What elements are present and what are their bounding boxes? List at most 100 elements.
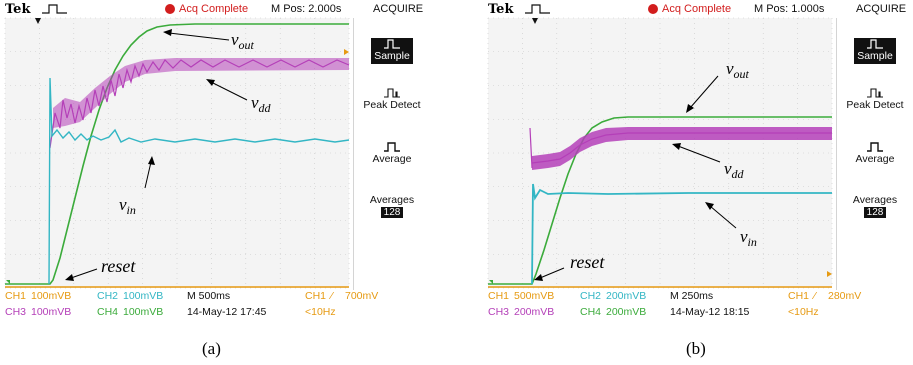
acq-status: Acq Complete [179,3,249,15]
trigger-level-marker [827,271,832,277]
ch1-scale: 500mVB [514,290,555,302]
acquire-menu: Sample Peak Detect Average Averages 128 [353,18,430,290]
trigger-source: CH1 [305,290,327,302]
peak-detect-icon [867,88,883,98]
vin-label: vin [119,195,136,217]
horizontal-position: M Pos: 1.000s [754,3,825,15]
ch4-label: CH4 [97,306,119,318]
ch4-marker [6,280,10,284]
reset-arrowhead [65,274,74,281]
trigger-type-icon [42,4,67,14]
vdd-arrowhead [206,79,215,86]
menu-sample-box: Sample [854,38,896,64]
datetime: 14-May-12 17:45 [187,306,267,318]
vdd-arrowhead [672,143,681,150]
menu-average-button[interactable]: Average [837,142,913,165]
menu-sample-label: Sample [857,50,893,62]
vout-arrowhead [686,104,694,113]
vdd-label: vdd [724,159,745,181]
readout-line-1: CH1 500mVB CH2 200mVB M 250ms CH1 ⁄ 280m… [488,290,912,305]
trigger-position-marker [532,18,538,24]
readout-line-2: CH3 100mVB CH4 100mVB 14-May-12 17:45 <1… [5,306,429,321]
menu-average-label: Average [855,153,895,165]
menu-averages-button[interactable]: Averages 128 [837,194,913,218]
reset-arrow [539,267,565,279]
menu-peak-detect-label: Peak Detect [846,99,904,111]
ch3-scale: 200mVB [514,306,555,318]
ch2-scale: 100mVB [123,290,164,302]
vin-arrow [144,161,152,189]
reset-arrowhead [534,274,543,281]
menu-averages-label: Averages [852,194,898,206]
horizontal-position: M Pos: 2.000s [271,3,342,15]
ch1-scale: 100mVB [31,290,72,302]
ch2-label: CH2 [97,290,119,302]
acq-status-indicator [648,4,658,14]
peak-detect-icon [384,88,400,98]
menu-peak-detect-label: Peak Detect [363,99,421,111]
trigger-type-icon [525,4,550,14]
averages-count: 128 [863,207,887,218]
caption-b: (b) [686,339,706,358]
vdd-arrow [210,81,248,101]
acquire-menu: Sample Peak Detect Average Averages 128 [836,18,913,290]
menu-averages-button[interactable]: Averages 128 [354,194,430,218]
menu-averages-label: Averages [369,194,415,206]
vout-label: vout [231,30,255,52]
ch2-vin-trace [48,77,350,285]
brand-logo: Tek [5,2,31,17]
trigger-frequency: <10Hz [788,306,819,318]
vdd-label: vdd [251,93,272,115]
vin-arrowhead [705,202,714,210]
menu-peak-detect-button[interactable]: Peak Detect [837,88,913,111]
vdd-arrow [677,145,721,163]
menu-sample-box: Sample [371,38,413,64]
oscilloscope-screenshot-a: Tek Acq Complete M Pos: 2.000s ACQUIRE v… [1,0,429,333]
trigger-frequency: <10Hz [305,306,336,318]
ch3-label: CH3 [488,306,510,318]
menu-average-label: Average [372,153,412,165]
trigger-level: 700mV [345,290,379,302]
menu-average-button[interactable]: Average [354,142,430,165]
ch3-vdd-band [532,127,832,170]
status-bar: Tek Acq Complete M Pos: 1.000s ACQUIRE [484,0,912,18]
channel-readout: CH1 100mVB CH2 100mVB M 500ms CH1 ⁄ 700m… [5,289,429,329]
trigger-slope-icon: ⁄ [331,290,333,302]
menu-sample-button[interactable]: Sample [837,38,913,64]
reset-label: reset [101,256,136,276]
average-icon [867,142,883,152]
ch3-label: CH3 [5,306,27,318]
menu-peak-detect-button[interactable]: Peak Detect [354,88,430,111]
ch3-vdd-band [53,58,349,128]
sample-icon [866,39,883,49]
vout-arrowhead [163,29,172,36]
menu-sample-button[interactable]: Sample [354,38,430,64]
caption-a: (a) [202,339,221,358]
waveform-plot: vout vdd vin reset [4,17,350,289]
ch3-scale: 100mVB [31,306,72,318]
status-bar: Tek Acq Complete M Pos: 2.000s ACQUIRE [1,0,429,18]
vout-arrow [689,75,719,109]
trigger-level-marker [344,49,349,55]
ch1-label: CH1 [5,290,27,302]
vout-arrow [168,32,230,41]
trigger-source: CH1 [788,290,810,302]
vin-arrow [709,205,737,229]
timebase: M 500ms [187,290,231,302]
waveform-display: vout vdd vin reset [487,17,833,289]
waveform-display: vout vdd vin reset [4,17,350,289]
ch4-label: CH4 [580,306,602,318]
menu-title: ACQUIRE [373,3,424,15]
ch1-label: CH1 [488,290,510,302]
ch2-scale: 200mVB [606,290,647,302]
datetime: 14-May-12 18:15 [670,306,750,318]
ch3-vdd-trace [529,127,832,169]
timebase: M 250ms [670,290,714,302]
average-icon [384,142,400,152]
oscilloscope-screenshot-b: Tek Acq Complete M Pos: 1.000s ACQUIRE v… [484,0,912,333]
waveform-plot: vout vdd vin reset [487,17,833,289]
trigger-level: 280mV [828,290,862,302]
menu-title: ACQUIRE [856,3,907,15]
vin-label: vin [740,227,757,249]
trigger-position-marker [35,18,41,24]
